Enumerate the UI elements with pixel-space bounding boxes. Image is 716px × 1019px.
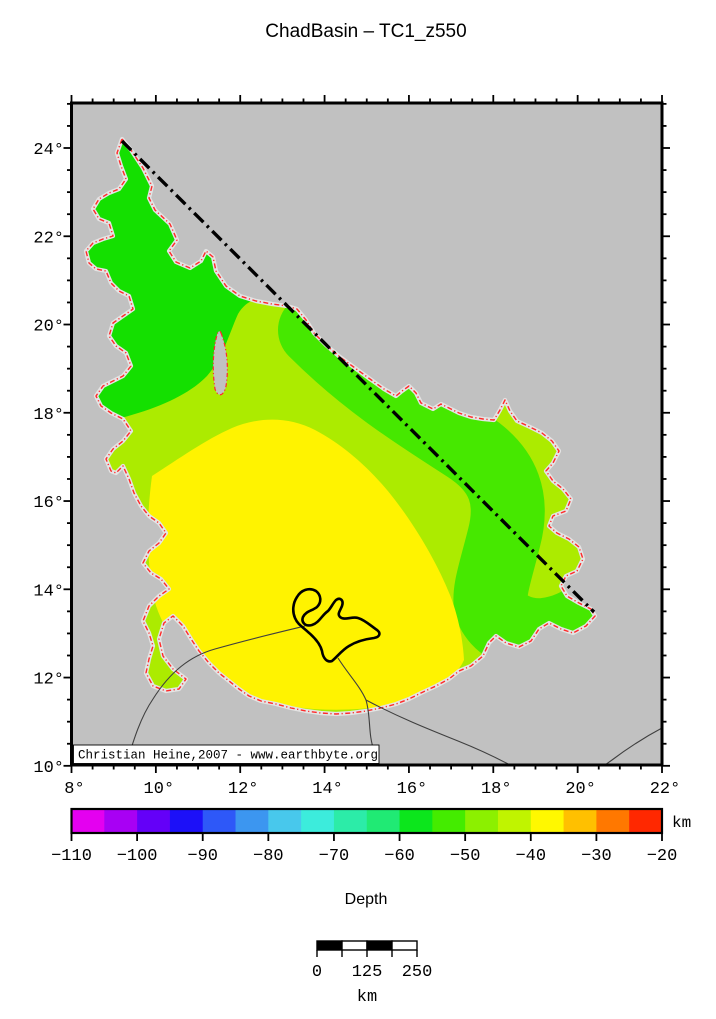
colorbar-segment (366, 809, 401, 833)
colorbar-segment (235, 809, 269, 833)
scalebar-segment (391, 940, 418, 951)
colorbar-tick-label: −80 (253, 847, 284, 866)
colorbar-tick-label: −110 (51, 847, 92, 866)
colorbar-segment (71, 809, 105, 833)
y-tick-label: 12° (33, 671, 64, 690)
basin-hole-outline (212, 330, 228, 396)
depth-band-yellow (147, 419, 465, 710)
colorbar-segment (629, 809, 663, 833)
scalebar-unit-label: km (357, 988, 377, 1007)
y-tick-label: 16° (33, 494, 64, 513)
colorbar-unit-label: km (672, 814, 691, 832)
scalebar-label: 250 (402, 963, 433, 982)
x-tick-label: 18° (481, 780, 512, 799)
x-tick-label: 10° (144, 780, 175, 799)
colorbar-segment (169, 809, 204, 833)
colorbar-segment (432, 809, 466, 833)
colorbar-tick-label: −90 (187, 847, 218, 866)
lake-chad-outline (291, 587, 381, 663)
y-tick-label: 22° (33, 229, 64, 248)
colorbar-tick-label: −70 (319, 847, 350, 866)
basin-hole (213, 331, 228, 395)
page-title: ChadBasin – TC1_z550 (265, 21, 466, 42)
scalebar-label: 0 (312, 963, 322, 982)
depth-axis-label: Depth (345, 891, 388, 908)
y-tick-label: 24° (33, 141, 64, 160)
colorbar-tick-label: −40 (515, 847, 546, 866)
scalebar-label: 125 (352, 963, 383, 982)
y-tick-label: 18° (33, 406, 64, 425)
copyright-text: Christian Heine,2007 - www.earthbyte.org (78, 749, 378, 763)
x-tick-label: 12° (228, 780, 259, 799)
colorbar-tick-label: −50 (450, 847, 481, 866)
colorbar-tick-label: −100 (117, 847, 158, 866)
colorbar-tick-label: −60 (384, 847, 415, 866)
x-tick-label: 8° (64, 780, 84, 799)
colorbar-border (70, 807, 664, 835)
colorbar-segment (399, 809, 433, 833)
y-tick-label: 20° (33, 318, 64, 337)
section-line (120, 139, 596, 614)
x-tick-label: 20° (565, 780, 596, 799)
colorbar-segment (333, 809, 368, 833)
section-line-group (120, 139, 596, 614)
map-axes: 8° 10° 12° 14° 16° 18° 20° 22°24°22°20°18°16°14… (33, 95, 680, 799)
colorbar-segment (596, 809, 630, 833)
y-tick-label: 10° (33, 759, 64, 778)
colorbar-segment (301, 809, 335, 833)
country-borders (125, 625, 662, 765)
colorbar: −110 −100 −90 −80 −70 −60 −50 −40 −30 −20 (51, 809, 677, 866)
scalebar-segment (366, 940, 393, 951)
colorbar-tick-label: −30 (581, 847, 612, 866)
x-tick-label: 14° (312, 780, 343, 799)
colorbar-segment (137, 809, 171, 833)
y-tick-label: 14° (33, 582, 64, 601)
colorbar-segment (202, 809, 237, 833)
colorbar-segment (104, 809, 138, 833)
scalebar-segment (316, 940, 343, 951)
colorbar-segment (465, 809, 499, 833)
colorbar-tick-label: −20 (647, 847, 678, 866)
colorbar-segment (530, 809, 565, 833)
colorbar-segment (497, 809, 532, 833)
colorbar-segment (563, 809, 597, 833)
x-tick-label: 22° (650, 780, 681, 799)
colorbar-segment (268, 809, 302, 833)
distance-scalebar: 0 125 250 km (312, 940, 433, 1007)
scalebar-segment (341, 940, 368, 951)
x-tick-label: 16° (397, 780, 428, 799)
